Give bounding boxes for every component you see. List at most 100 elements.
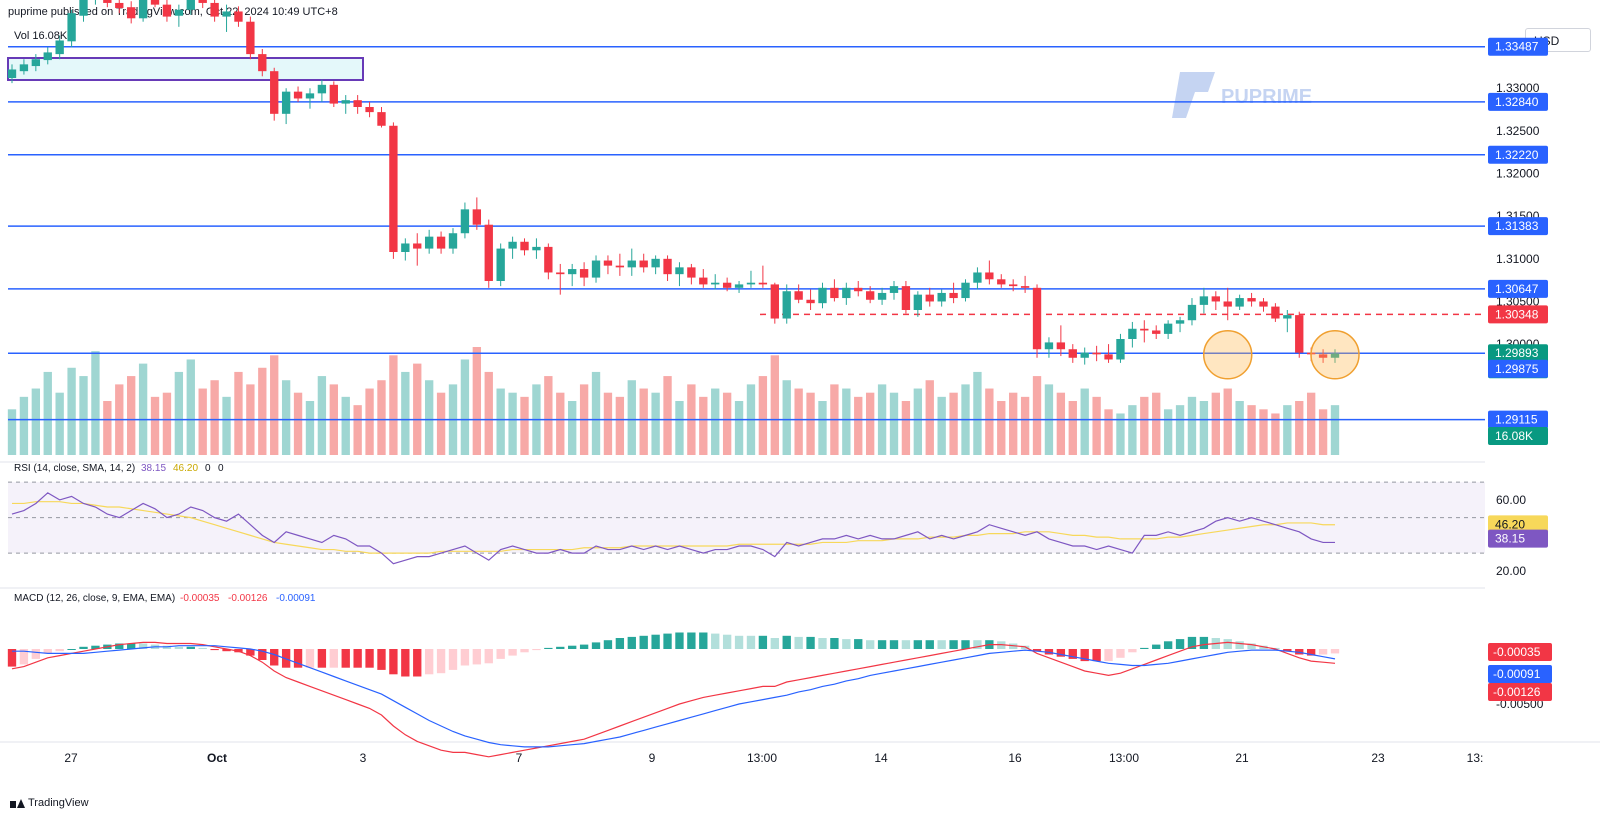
macd-histogram-bar <box>794 636 803 649</box>
macd-histogram-bar <box>1247 643 1256 649</box>
macd-legend: MACD (12, 26, close, 9, EMA, EMA) <box>14 593 175 604</box>
watermark-text: PUPRIME <box>1221 86 1312 108</box>
volume-bar <box>1211 392 1220 455</box>
macd-histogram-bar <box>865 640 875 649</box>
volume-bar <box>1092 396 1101 455</box>
macd-histogram-bar <box>210 649 219 651</box>
candle-body <box>711 282 720 285</box>
macd-histogram-bar <box>436 649 446 674</box>
macd-histogram-bar <box>1163 641 1173 649</box>
macd-histogram-bar <box>818 638 827 649</box>
volume-bar <box>544 376 553 455</box>
volume-bar <box>865 392 875 455</box>
rsi-legend-value: 38.15 <box>141 463 166 474</box>
candle-body <box>1092 352 1101 355</box>
time-tick-label: 13:00 <box>1109 751 1139 765</box>
macd-histogram-bar <box>854 639 863 649</box>
macd-histogram-bar <box>7 649 17 667</box>
tradingview-brand: TradingView <box>28 797 89 809</box>
candle-body <box>1271 306 1280 319</box>
volume-bar <box>913 388 923 455</box>
macd-histogram-bar <box>353 649 362 668</box>
macd-histogram-bar <box>734 635 744 649</box>
macd-histogram-bar <box>1283 649 1292 652</box>
highlight-circle <box>1202 330 1253 380</box>
vol-legend: Vol 16.08K <box>14 30 68 42</box>
volume-bar <box>1020 396 1030 455</box>
macd-histogram-bar <box>31 649 41 659</box>
macd-histogram-bar <box>758 635 768 649</box>
volume-bar <box>889 392 899 455</box>
volume-bar <box>317 376 327 455</box>
candle-body <box>150 0 160 5</box>
candle-body <box>1009 284 1018 287</box>
volume-bar <box>615 396 625 455</box>
horizontal-levels <box>7 45 1485 421</box>
macd-legend-value: -0.00126 <box>228 593 268 604</box>
candle-body <box>842 287 851 299</box>
volume-bar <box>484 371 493 455</box>
macd-histogram-bar <box>1092 649 1101 662</box>
volume-bar <box>460 359 470 455</box>
volume-bar <box>91 351 100 455</box>
candle-body <box>579 269 589 278</box>
candle-body <box>7 69 17 78</box>
candle-body <box>270 71 279 114</box>
macd-histogram-bar <box>937 640 946 649</box>
candle-body <box>448 233 458 249</box>
volume-bar <box>1271 413 1280 455</box>
axes: 1.330001.325001.320001.315001.310001.305… <box>64 81 1543 765</box>
watermark: PUPRIME <box>1172 72 1312 118</box>
candle-body <box>651 258 660 268</box>
volume-bar <box>1295 401 1304 455</box>
price-tick-label: 1.33000 <box>1496 81 1540 95</box>
volume-bar <box>1318 409 1328 455</box>
macd-histogram-bar <box>603 640 613 649</box>
volume-bar <box>258 367 267 455</box>
macd-histogram-bar <box>484 649 493 664</box>
macd-pane <box>7 632 1340 758</box>
volume-bar <box>1175 405 1185 455</box>
volume-bar <box>591 371 601 455</box>
level-price-label-bg <box>1488 279 1548 298</box>
level-price-label-bg <box>1488 217 1548 236</box>
candle-body <box>568 269 577 275</box>
volume-bar <box>150 396 160 455</box>
macd-histogram-bar <box>460 649 470 666</box>
volume-bar <box>1032 376 1042 455</box>
candle-body <box>484 224 493 281</box>
macd-histogram-bar <box>615 638 625 649</box>
macd-histogram-bar <box>1104 649 1113 662</box>
level-price-label-bg <box>1488 92 1548 111</box>
candle-body <box>413 243 422 249</box>
volume-bar <box>722 392 732 455</box>
published-header: puprime published on TradingView.com, Oc… <box>8 6 338 18</box>
level-price-label-bg <box>1488 37 1548 56</box>
volume-bar <box>496 388 505 455</box>
time-tick-label: 21 <box>1235 751 1249 765</box>
candle-body <box>293 91 303 99</box>
volume-bar <box>1259 409 1268 455</box>
rsi-tick-label: 60.00 <box>1496 493 1526 507</box>
candle-body <box>401 243 410 252</box>
rsi-sma-value-label: 46.20 <box>1495 517 1525 531</box>
candle-body <box>663 258 672 275</box>
rsi-pane <box>8 481 1485 565</box>
candle-body <box>854 287 863 292</box>
volume-bar <box>389 355 398 455</box>
level-price-label: 1.31383 <box>1495 219 1539 233</box>
rsi-sma-value-bg <box>1488 515 1548 534</box>
candle-body <box>532 246 541 251</box>
macd-histogram-bar <box>913 640 923 649</box>
candle-body <box>389 125 398 252</box>
macd-histogram-bar <box>1140 647 1149 649</box>
candle-body <box>127 7 136 19</box>
macd-histogram-bar <box>901 640 911 649</box>
volume-bar <box>1128 405 1137 455</box>
volume-bar <box>639 388 648 455</box>
tradingview-footer[interactable]: TradingView <box>10 797 89 809</box>
candle-body <box>1283 315 1292 319</box>
volume-bar <box>1235 401 1244 455</box>
candle-body <box>544 246 553 273</box>
